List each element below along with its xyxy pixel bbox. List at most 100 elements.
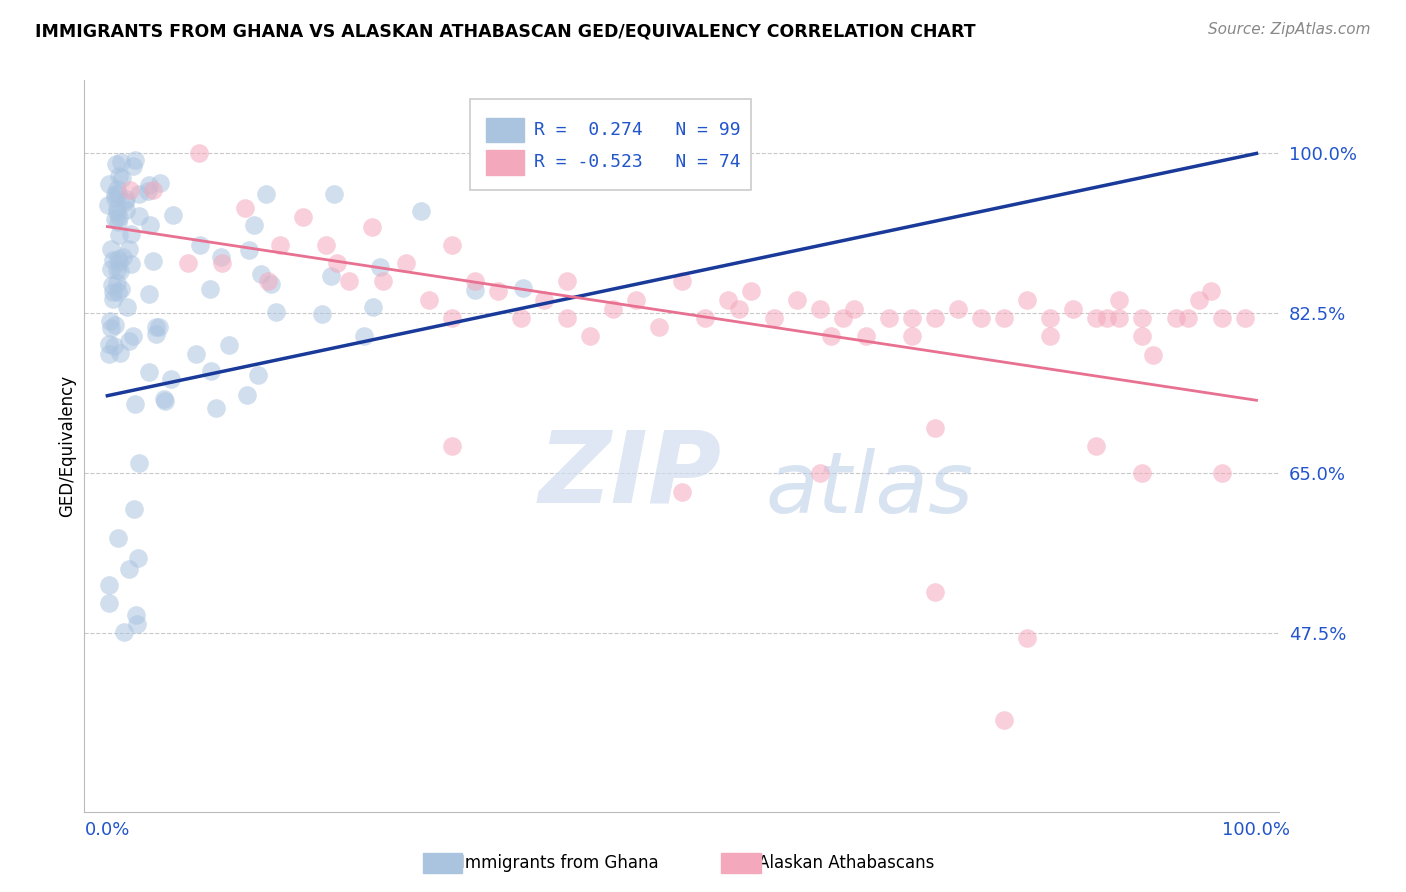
Point <box>924 311 946 326</box>
Point <box>97 347 120 361</box>
Point <box>1095 311 1118 326</box>
FancyBboxPatch shape <box>471 99 751 190</box>
Point <box>97 337 120 351</box>
Point <box>464 275 486 289</box>
Point <box>728 301 751 316</box>
Point <box>198 283 221 297</box>
Point <box>120 227 142 241</box>
Point <box>205 401 228 415</box>
Point <box>153 394 176 409</box>
Point <box>1177 311 1199 326</box>
Point <box>269 237 291 252</box>
Point <box>100 321 122 335</box>
Point <box>337 275 360 289</box>
Point <box>418 293 440 307</box>
Point <box>441 237 464 252</box>
Point <box>648 320 671 334</box>
Point <box>1142 347 1164 362</box>
Point <box>188 146 211 161</box>
Point <box>115 300 138 314</box>
Point <box>100 243 122 257</box>
Point <box>740 284 762 298</box>
Point <box>115 192 138 206</box>
Point <box>368 260 391 275</box>
Point <box>1164 311 1187 326</box>
Point <box>145 326 167 341</box>
Point <box>105 263 128 277</box>
Point <box>820 329 842 343</box>
Point <box>671 275 693 289</box>
Point <box>260 277 283 291</box>
Point <box>124 153 146 168</box>
Point <box>112 625 135 640</box>
Point <box>395 256 418 270</box>
Point <box>104 211 127 226</box>
Point <box>786 293 808 307</box>
Point <box>103 339 125 353</box>
Point <box>1188 293 1211 307</box>
FancyBboxPatch shape <box>486 118 524 143</box>
Point <box>108 346 131 360</box>
Point <box>97 177 120 191</box>
Point <box>319 269 342 284</box>
Point <box>114 203 136 218</box>
Point <box>1015 293 1038 307</box>
Point <box>108 211 131 225</box>
Point <box>104 191 127 205</box>
Point <box>1039 311 1062 326</box>
Point <box>855 329 877 343</box>
Point <box>323 187 346 202</box>
Point <box>110 282 132 296</box>
Point <box>145 319 167 334</box>
Point <box>108 255 131 269</box>
Point <box>291 211 314 225</box>
Point <box>188 238 211 252</box>
Point <box>924 585 946 599</box>
Point <box>315 237 337 252</box>
Point <box>105 276 128 290</box>
Point <box>114 194 136 209</box>
Point <box>624 293 647 307</box>
Point <box>122 501 145 516</box>
Text: R = -0.523   N = 74: R = -0.523 N = 74 <box>534 153 741 171</box>
Point <box>107 285 129 300</box>
Point <box>98 314 121 328</box>
Point <box>808 467 831 481</box>
Text: ZIP: ZIP <box>538 426 721 524</box>
Point <box>233 202 256 216</box>
Point <box>238 243 260 257</box>
Point <box>1039 329 1062 343</box>
Point <box>104 318 127 332</box>
Point <box>124 397 146 411</box>
Text: IMMIGRANTS FROM GHANA VS ALASKAN ATHABASCAN GED/EQUIVALENCY CORRELATION CHART: IMMIGRANTS FROM GHANA VS ALASKAN ATHABAS… <box>35 22 976 40</box>
Point <box>1130 329 1153 343</box>
Point <box>110 155 132 169</box>
Point <box>717 293 740 307</box>
Point <box>1211 311 1233 326</box>
Point <box>877 311 900 326</box>
Point <box>900 311 922 326</box>
Point <box>1130 467 1153 481</box>
Text: atlas: atlas <box>766 449 973 532</box>
Point <box>118 562 141 576</box>
Text: R =  0.274   N = 99: R = 0.274 N = 99 <box>534 121 741 139</box>
Point <box>486 284 509 298</box>
Point <box>128 186 150 201</box>
Point <box>107 531 129 545</box>
Point <box>153 392 176 407</box>
Point <box>112 250 135 264</box>
Point <box>120 257 142 271</box>
Point <box>1233 311 1256 326</box>
Point <box>120 183 142 197</box>
Point <box>373 275 395 289</box>
Point <box>363 300 385 314</box>
Text: Source: ZipAtlas.com: Source: ZipAtlas.com <box>1208 22 1371 37</box>
Point <box>136 184 159 198</box>
Point <box>138 287 160 301</box>
Point <box>946 301 969 316</box>
Point <box>128 456 150 470</box>
Point <box>127 617 149 632</box>
Point <box>108 264 131 278</box>
Point <box>97 198 120 212</box>
Point <box>844 301 866 316</box>
